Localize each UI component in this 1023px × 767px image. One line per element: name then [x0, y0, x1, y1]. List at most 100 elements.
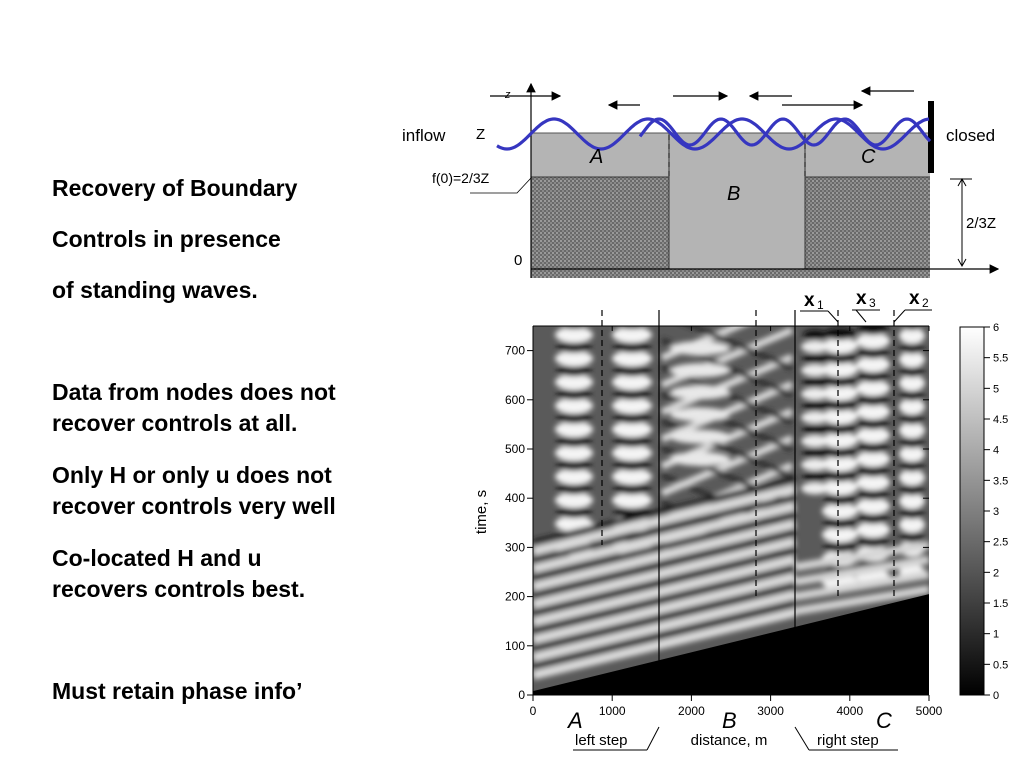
heatmap-lobe	[670, 363, 730, 378]
point-colocated-line-2: recovers controls best.	[52, 576, 306, 602]
heatmap-band	[686, 326, 793, 371]
y-tick-label: 600	[505, 393, 525, 407]
heatmap-lobe	[801, 340, 829, 353]
heatmap-lobe	[803, 447, 827, 458]
heatmap-lobe	[822, 361, 858, 378]
heatmap-lobe	[803, 329, 827, 340]
heatmap-band	[533, 607, 797, 680]
point-colocated-line-1: Co-located H and u	[52, 545, 262, 571]
heatmap-lobe	[559, 326, 589, 330]
heatmap-lobe	[857, 393, 889, 406]
heatmap-band	[794, 585, 929, 616]
heatmap-lobe	[900, 483, 924, 496]
sensor-x3-letter: x	[856, 288, 867, 309]
heatmap-lobe	[801, 364, 829, 377]
axis-ticks	[527, 326, 930, 701]
heatmap-lobe	[616, 326, 648, 330]
heatmap-lobe	[822, 432, 858, 449]
bed-left-step	[531, 177, 669, 269]
step-height-leader	[470, 177, 532, 194]
inflow-label: inflow	[402, 126, 446, 145]
heatmap-lobe	[857, 346, 889, 359]
heatmap-lobe	[856, 403, 890, 420]
heatmap-lobe	[670, 429, 730, 444]
heatmap-band	[794, 540, 929, 572]
y-axis-label: time, s	[473, 490, 490, 534]
slide-title-line-2: Controls in presence	[52, 226, 281, 252]
heatmap-lobe	[856, 498, 890, 515]
heatmap-lobe	[823, 540, 857, 553]
heatmap-lobe	[900, 341, 924, 354]
heatmap-lobe	[857, 464, 889, 477]
heatmap-lobe	[801, 387, 829, 400]
heatmap-lobe	[612, 421, 652, 438]
heatmap-lobe	[555, 397, 593, 414]
heatmap-lobe	[612, 444, 652, 461]
heatmap-band	[533, 590, 797, 662]
point-phase: Must retain phase info’	[52, 678, 303, 704]
x-tick-label: 5000	[916, 704, 943, 718]
heatmap-lobe	[555, 468, 593, 485]
heatmap-lobe	[555, 492, 593, 509]
heatmap-lobe	[614, 482, 650, 495]
heatmap-field	[533, 326, 929, 680]
heatmap-lobe	[556, 435, 592, 448]
heatmap-lobe	[670, 451, 730, 466]
heatmap-band	[533, 512, 796, 581]
colorbar-tick-label: 2.5	[993, 537, 1008, 549]
undisturbed-region	[533, 594, 929, 695]
sensor-label-x1: x 1	[800, 290, 839, 323]
heatmap-lobe	[856, 521, 890, 538]
heatmap-band	[533, 476, 796, 546]
heatmap-lobe	[857, 511, 889, 524]
colorbar-tick-label: 3.5	[993, 475, 1008, 487]
standing-wave-a	[496, 117, 930, 151]
x-tick-label: 2000	[678, 704, 705, 718]
plot-region-label-c: C	[876, 708, 892, 733]
heatmap-band	[533, 554, 797, 627]
heatmap-band	[533, 582, 796, 652]
right-step-leader	[794, 726, 810, 751]
heatmap-lobe	[801, 458, 829, 471]
colorbar-tick-label: 6	[993, 322, 999, 334]
point-h-or-u-line-1: Only H or only u does not	[52, 462, 332, 488]
plot-region-label-a: A	[566, 708, 583, 733]
heatmap-lobe	[555, 350, 593, 367]
heatmap-lobe	[556, 505, 592, 518]
heatmap-lobe	[857, 326, 889, 335]
heatmap-lobe	[900, 388, 924, 401]
heatmap-lobe	[823, 469, 857, 482]
heatmap-band	[533, 600, 796, 670]
heatmap-band	[533, 529, 796, 599]
heatmap-lobe	[899, 469, 925, 486]
heatmap-lobe	[614, 458, 650, 471]
heatmap-band	[660, 435, 794, 497]
heatmap-lobe	[612, 397, 652, 414]
heatmap-lobe	[899, 445, 925, 462]
bed-right-step	[805, 177, 930, 269]
height-dimension-arrow-down	[957, 258, 967, 268]
heatmap-lobe	[612, 374, 652, 391]
heatmap-lobe	[556, 364, 592, 377]
heatmap-lobe	[822, 408, 858, 425]
sensor-x2-letter: x	[909, 288, 920, 309]
y-tick-label: 700	[505, 344, 525, 358]
closed-label: closed	[946, 126, 995, 145]
step-height-label: f(0)=2/3Z	[432, 170, 490, 186]
channel-diagram: inflow closed z Z f(0)=2/3Z 0 2/3Z A B C	[402, 82, 1000, 278]
heatmap-band	[794, 570, 929, 601]
heatmap-lobe	[823, 375, 857, 388]
sensor-x1-subscript: 1	[817, 298, 824, 312]
heatmap-lobe	[803, 400, 827, 411]
heatmap-lobe	[823, 445, 857, 458]
colorbar-tick-label: 1.5	[993, 598, 1008, 610]
heatmap-lobe	[822, 455, 858, 472]
standing-wave-b	[638, 117, 932, 147]
heatmap-lobe	[900, 326, 924, 331]
heatmap-lobe	[803, 353, 827, 364]
z-axis-label: z	[504, 89, 511, 101]
heatmap-lobe	[822, 526, 858, 543]
sensor-x2-subscript: 2	[922, 296, 929, 310]
x-tick-label: 0	[530, 704, 537, 718]
colorbar-tick-label: 1	[993, 629, 999, 641]
